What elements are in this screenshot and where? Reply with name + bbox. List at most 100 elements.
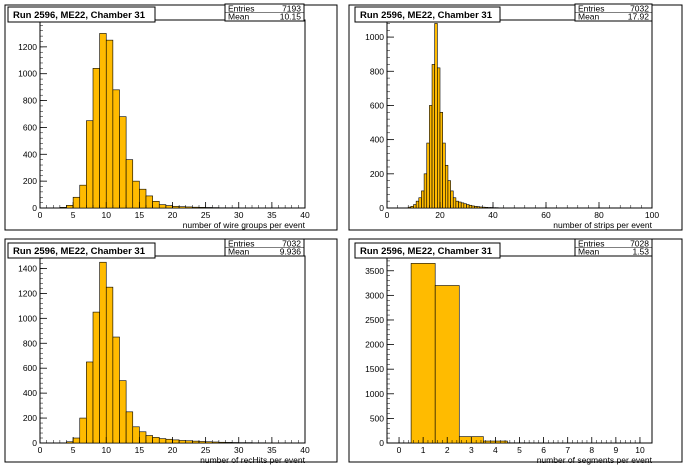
y-tick-label: 800 xyxy=(23,338,37,348)
stats-mean-label: Mean xyxy=(578,247,600,257)
stats-entries-label: Entries xyxy=(228,239,254,249)
x-axis-label: number of strips per event xyxy=(553,220,652,230)
title-box xyxy=(7,242,156,259)
histogram-bar xyxy=(439,111,443,209)
x-axis: 0 20 40 60 80 100 xyxy=(385,202,659,220)
histogram-bar xyxy=(211,441,220,444)
histogram-bar xyxy=(158,438,167,444)
x-tick-label: 2 xyxy=(445,445,450,455)
histogram-bar xyxy=(225,442,233,444)
y-tick-label: 1000 xyxy=(365,389,384,399)
histogram-bars xyxy=(66,261,279,444)
histogram-bar xyxy=(119,380,127,444)
histogram-bar xyxy=(447,180,451,209)
histogram-bar xyxy=(178,206,187,209)
chart-title: Run 2596, ME22, Chamber 31 xyxy=(13,246,146,257)
title-box xyxy=(7,6,156,23)
histogram-bar xyxy=(418,197,422,209)
x-tick-label: 4 xyxy=(493,445,498,455)
chart-title: Run 2596, ME22, Chamber 31 xyxy=(360,246,493,257)
y-tick-label: 1200 xyxy=(18,288,37,298)
histogram-bar xyxy=(59,207,67,209)
histogram-bar xyxy=(434,285,460,444)
x-tick-label: 3 xyxy=(469,445,474,455)
histogram-bar xyxy=(86,361,94,444)
title-box xyxy=(354,242,501,259)
x-axis: 0 5 10 15 20 25 30 35 40 xyxy=(38,437,310,455)
histogram-bar xyxy=(437,67,441,209)
stats-entries-label: Entries xyxy=(578,4,604,14)
x-tick-label: 40 xyxy=(300,210,310,220)
y-axis: 0 500 1000 1500 2000 2500 3000 3500 xyxy=(365,255,394,448)
y-tick-label: 800 xyxy=(23,96,37,106)
plot-frame xyxy=(39,255,306,444)
histogram-bar xyxy=(92,68,100,209)
x-tick-label: 10 xyxy=(102,210,112,220)
chart-title: Run 2596, ME22, Chamber 31 xyxy=(360,10,493,21)
y-tick-label: 800 xyxy=(370,66,384,76)
histogram-bar xyxy=(165,205,173,209)
histogram-bar xyxy=(410,205,414,209)
histogram-panel-3: 0 5 10 15 20 25 30 35 40020040060080010001200140… xyxy=(4,238,338,465)
y-tick-label: 2000 xyxy=(365,340,384,350)
x-tick-label: 30 xyxy=(234,210,244,220)
histogram-bar xyxy=(185,206,193,209)
histogram-bar xyxy=(434,23,438,209)
histogram-bar xyxy=(79,184,87,209)
histogram-bar xyxy=(218,441,226,444)
histogram-bar xyxy=(407,206,412,209)
histogram-bar xyxy=(423,173,428,209)
histogram-bar xyxy=(152,437,160,444)
x-tick-label: 20 xyxy=(168,445,178,455)
x-tick-label: 15 xyxy=(135,210,145,220)
histogram-bar xyxy=(165,438,173,444)
histogram-bar xyxy=(99,33,107,209)
x-tick-label: 25 xyxy=(201,210,211,220)
title-box xyxy=(354,6,501,23)
histogram-bar xyxy=(205,441,213,444)
histogram-bar xyxy=(455,200,459,209)
y-tick-label: 0 xyxy=(32,438,37,448)
x-axis-label: number of recHits per event xyxy=(200,455,306,465)
histogram-bar xyxy=(178,440,187,444)
histogram-bar xyxy=(476,206,481,209)
stats-mean-value: 10.15 xyxy=(280,12,302,22)
y-tick-label: 1500 xyxy=(365,364,384,374)
x-tick-label: 10 xyxy=(102,445,112,455)
x-tick-label: 0 xyxy=(38,210,43,220)
histogram-bar xyxy=(79,417,87,444)
y-axis: 0 200 400 600 800 1000 1200 xyxy=(18,19,47,213)
x-tick-label: 100 xyxy=(645,210,659,220)
stats-entries-label: Entries xyxy=(228,4,254,14)
histogram-bar xyxy=(112,89,120,209)
stats-mean-value: 17.92 xyxy=(628,12,650,22)
histogram-bar xyxy=(431,64,435,209)
x-tick-label: 60 xyxy=(541,210,551,220)
histogram-bar xyxy=(421,190,425,209)
histogram-bar xyxy=(474,205,478,209)
histogram-bar xyxy=(132,180,140,209)
x-tick-label: 0 xyxy=(385,210,390,220)
histogram-bar xyxy=(479,206,483,209)
histogram-bar xyxy=(105,39,114,209)
y-tick-label: 0 xyxy=(379,203,384,213)
histogram-bar xyxy=(72,196,81,209)
y-tick-label: 1000 xyxy=(365,32,384,42)
x-tick-label: 20 xyxy=(168,210,178,220)
histogram-bar xyxy=(458,201,462,209)
histogram-bar xyxy=(105,286,114,444)
histogram-bar xyxy=(145,195,153,209)
y-tick-label: 200 xyxy=(23,176,37,186)
y-tick-label: 600 xyxy=(370,100,384,110)
x-axis: 0 5 10 15 20 25 30 35 40 xyxy=(38,202,310,220)
y-tick-label: 3500 xyxy=(365,266,384,276)
y-tick-label: 3000 xyxy=(365,290,384,300)
y-tick-label: 400 xyxy=(370,135,384,145)
histogram-bar xyxy=(119,116,127,209)
histogram-bar xyxy=(198,441,206,444)
x-tick-label: 30 xyxy=(234,445,244,455)
x-tick-label: 35 xyxy=(267,210,277,220)
x-tick-label: 10 xyxy=(635,445,645,455)
x-tick-label: 5 xyxy=(517,445,522,455)
histogram-bar xyxy=(442,142,446,209)
